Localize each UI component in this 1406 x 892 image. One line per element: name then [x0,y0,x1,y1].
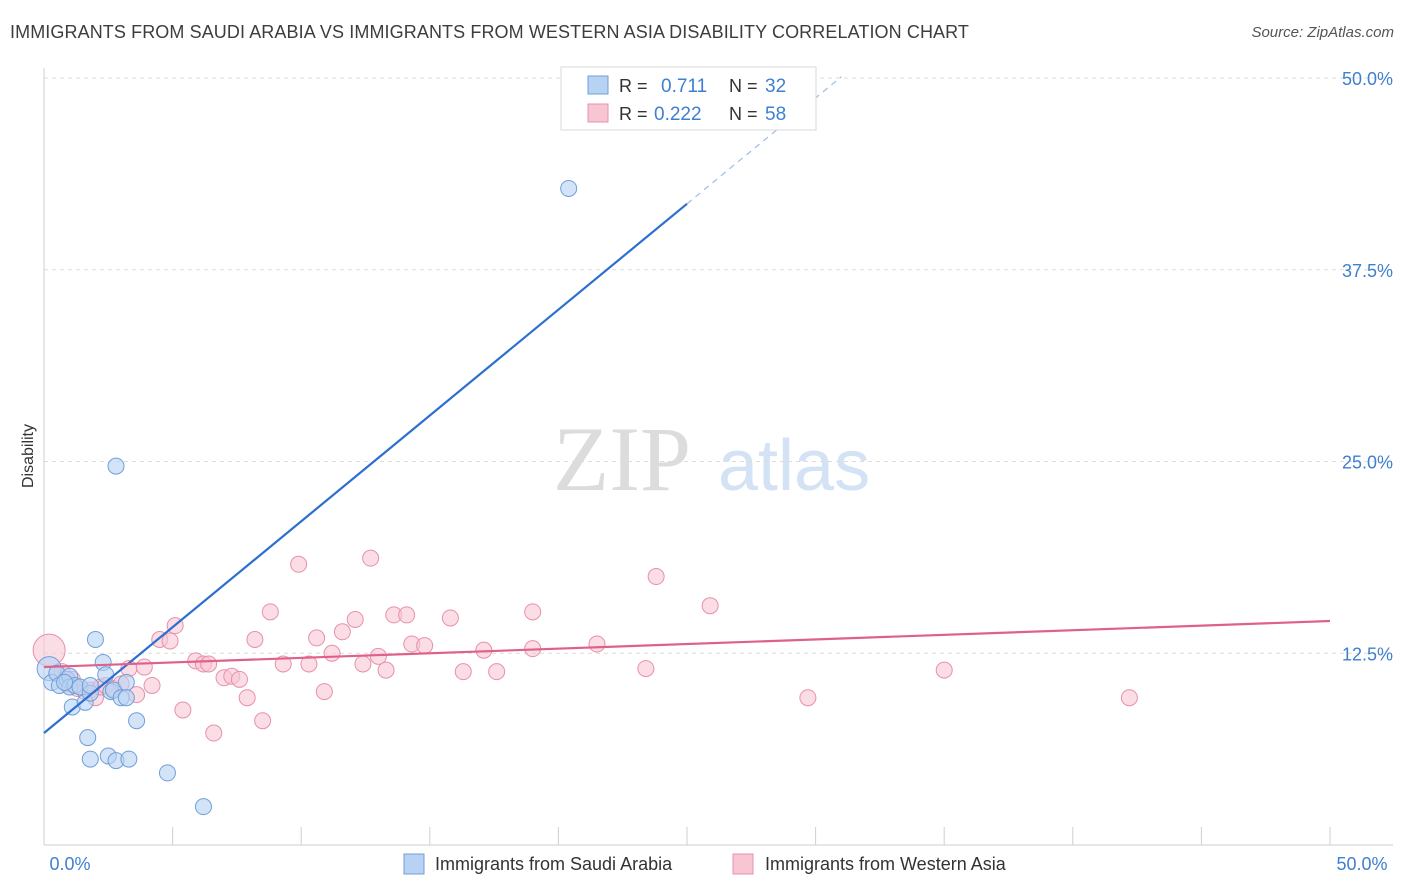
western-asia-point-35 [308,629,326,647]
western-asia-point-36 [315,683,333,701]
y-tick-label-3: 50.0% [1342,69,1393,89]
western-asia-point-20 [174,701,192,719]
western-asia-point-27 [230,670,248,688]
legend-swatch-western-asia [732,853,754,875]
western-asia-point-60 [1120,689,1138,707]
x-tick-label-min: 0.0% [49,854,90,874]
western-asia-point-34 [300,655,318,673]
stats-r-value-blue: 0.711 [661,76,707,97]
saudi-arabia-point-17 [97,666,115,684]
stats-r-value-pink: 0.222 [654,104,702,125]
stats-n-value-blue: 32 [765,76,786,97]
stats-n-value-pink: 58 [765,104,786,125]
western-asia-point-16 [143,676,161,694]
y-tick-label-0: 12.5% [1342,644,1393,664]
western-asia-point-51 [488,663,506,681]
trend-line-saudi-arabia [43,202,688,734]
trend-line-western-asia [43,619,1331,669]
stats-r-label-pink: R = [619,104,648,124]
trend-lines [43,76,1331,734]
saudi-arabia-point-27 [128,712,146,730]
western-asia-point-41 [362,549,380,567]
western-asia-point-59 [935,661,953,679]
western-asia-point-55 [637,660,655,678]
source-note: Source: ZipAtlas.com [1251,24,1394,41]
watermark-atlas: atlas [718,426,870,506]
saudi-arabia-point-15 [86,630,104,648]
series-western-asia-points [32,549,1138,742]
x-axis-ticks [172,827,1331,845]
saudi-arabia-point-29 [194,798,212,816]
watermark-zip: ZIP [553,408,691,510]
western-asia-point-57 [701,597,719,615]
y-tick-label-1: 25.0% [1342,453,1393,473]
saudi-arabia-point-26 [120,750,138,768]
saudi-arabia-point-23 [117,689,135,707]
saudi-arabia-point-13 [79,729,97,747]
western-asia-point-43 [377,661,395,679]
stats-legend-swatch-blue [587,75,609,95]
saudi-arabia-point-22 [117,673,135,691]
stats-legend: R = 0.711 N = 32 R = 0.222 N = 58 [560,66,817,131]
stats-n-label-pink: N = [729,104,758,124]
chart-title: IMMIGRANTS FROM SAUDI ARABIA VS IMMIGRAN… [10,22,970,42]
stats-legend-swatch-pink [587,103,609,123]
western-asia-point-58 [799,689,817,707]
western-asia-point-32 [274,655,292,673]
saudi-arabia-point-12 [81,676,99,694]
saudi-arabia-point-28 [158,764,176,782]
legend-swatch-saudi-arabia [403,853,425,875]
western-asia-point-18 [161,632,179,650]
western-asia-point-40 [354,655,372,673]
western-asia-point-39 [346,611,364,629]
western-asia-point-49 [454,663,472,681]
western-asia-point-29 [246,630,264,648]
y-tick-labels: 12.5% 25.0% 37.5% 50.0% [1342,69,1393,664]
legend-label-western-asia: Immigrants from Western Asia [765,854,1007,874]
western-asia-point-23 [200,655,218,673]
western-asia-point-53 [524,603,542,621]
western-asia-point-45 [398,606,416,624]
y-tick-label-2: 37.5% [1342,261,1393,281]
western-asia-point-24 [205,724,223,742]
y-axis-label: Disability [20,424,37,488]
x-tick-label-max: 50.0% [1336,854,1387,874]
western-asia-point-33 [290,555,308,573]
western-asia-point-47 [416,637,434,655]
legend-label-saudi-arabia: Immigrants from Saudi Arabia [435,854,673,874]
western-asia-point-48 [441,609,459,627]
stats-n-label-blue: N = [729,76,758,96]
western-asia-point-54 [588,635,606,653]
western-asia-point-56 [647,568,665,586]
western-asia-point-37 [323,644,341,662]
western-asia-point-28 [238,689,256,707]
saudi-arabia-point-20 [107,457,125,475]
stats-r-label-blue: R = [619,76,648,96]
saudi-arabia-point-30 [560,179,578,197]
western-asia-point-31 [261,603,279,621]
saudi-arabia-point-31 [56,673,74,691]
series-legend: Immigrants from Saudi Arabia Immigrants … [403,853,1007,875]
western-asia-point-38 [333,623,351,641]
series-saudi-arabia-points [36,179,578,816]
western-asia-point-15 [135,658,153,676]
saudi-arabia-point-14 [81,750,99,768]
western-asia-point-30 [254,712,272,730]
